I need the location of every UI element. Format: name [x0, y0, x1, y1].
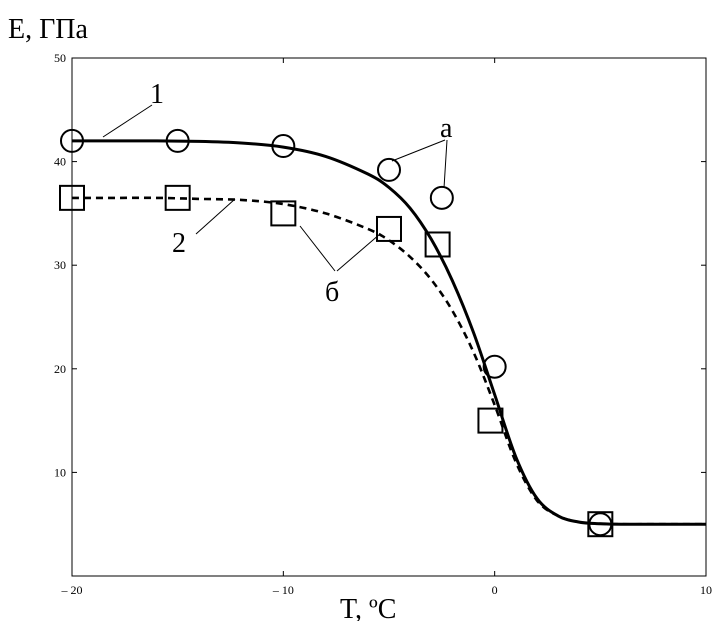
leader-1 [102, 104, 153, 138]
circle-marker [165, 128, 190, 153]
plot-frame [71, 57, 707, 577]
circle-marker [429, 185, 454, 210]
square-marker [59, 184, 85, 211]
circle-marker [377, 157, 401, 182]
square-marker [587, 511, 614, 538]
annotation-b: б [325, 277, 339, 308]
y-axis-label: E, ГПа [8, 14, 89, 45]
y-tick-label: 10 [54, 465, 66, 479]
annotation-leaders [102, 104, 448, 272]
leader-b-2 [336, 233, 381, 272]
series-line-1 [72, 139, 706, 526]
square-marker [164, 184, 191, 211]
leader-2 [195, 198, 236, 235]
leader-a-1 [391, 139, 446, 162]
y-tick-label: 20 [54, 362, 66, 376]
circle-marker [482, 354, 507, 379]
annotation-a: а [440, 113, 453, 144]
square-marker [424, 231, 451, 258]
circle-marker [60, 128, 84, 153]
circle-marker [271, 134, 296, 159]
x-tick-label: – 10 [272, 583, 294, 597]
square-marker [477, 407, 504, 434]
x-tick-label: 10 [700, 583, 712, 597]
x-tick-label: – 20 [61, 583, 83, 597]
annotation-1: 1 [150, 79, 164, 110]
square-marker [270, 200, 297, 227]
y-tick-label: 30 [54, 258, 66, 272]
markers [59, 128, 614, 538]
square-marker [376, 215, 402, 242]
series-line-2 [71, 196, 706, 526]
x-tick-label: 0 [492, 583, 498, 597]
annotation-2: 2 [172, 228, 186, 259]
x-axis-label: T, ºC [340, 594, 396, 621]
y-tick-label: 40 [54, 155, 66, 169]
leader-b-1 [299, 225, 336, 272]
y-tick-label: 50 [54, 51, 66, 65]
leader-a-2 [443, 139, 448, 189]
curves [71, 139, 706, 526]
ticks: 10 20 30 40 50 – 20 – 10 0 10 [54, 51, 712, 597]
